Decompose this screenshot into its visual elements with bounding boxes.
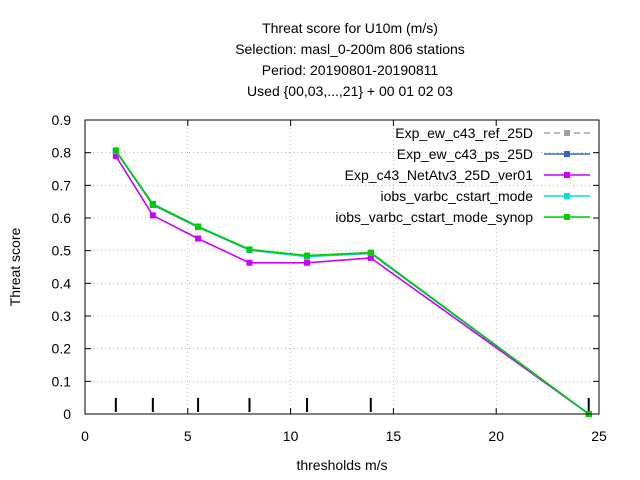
x-tick-label: 15 (386, 428, 402, 444)
data-point (149, 200, 156, 207)
title-line-1: Threat score for U10m (m/s) (262, 20, 438, 36)
y-axis-label: Threat score (7, 227, 23, 306)
data-point (246, 246, 253, 253)
y-tick-label: 0.7 (52, 177, 72, 193)
title-line-4: Used {00,03,...,21} + 00 01 02 03 (247, 83, 453, 99)
y-tick-label: 0.2 (52, 341, 72, 357)
data-point (367, 254, 374, 261)
data-series (112, 147, 592, 417)
legend-swatch-marker (564, 151, 570, 157)
title-line-3: Period: 20190801-20190811 (261, 62, 439, 78)
legend-swatch-marker (564, 214, 570, 220)
legend-label: Exp_ew_c43_ref_25D (395, 125, 533, 141)
plot-frame (84, 119, 600, 415)
legend-label: iobs_varbc_cstart_mode_synop (335, 209, 533, 225)
data-point (367, 249, 374, 256)
y-tick-label: 0.6 (52, 210, 72, 226)
data-point (304, 252, 311, 259)
x-tick-label: 25 (591, 428, 607, 444)
y-tick-label: 0.5 (52, 243, 72, 259)
axis-ticks: 0 5 10 15 20 25 0 0.1 0.2 0.3 0.4 0.5 0.6 0.7 0.8 0.9 (52, 112, 607, 444)
x-tick-label: 10 (283, 428, 299, 444)
x-tick-label: 5 (184, 428, 192, 444)
data-point (304, 259, 311, 266)
data-point (112, 152, 119, 159)
legend-label: iobs_varbc_cstart_mode (380, 188, 533, 204)
legend-label: Exp_ew_c43_ps_25D (397, 146, 533, 162)
data-point (112, 147, 119, 154)
y-tick-label: 0.8 (52, 145, 72, 161)
y-tick-label: 0 (63, 406, 71, 422)
y-tick-label: 0.3 (52, 308, 72, 324)
legend-swatch-marker (564, 193, 570, 199)
legend: Exp_ew_c43_ref_25D Exp_ew_c43_ps_25D Exp_c… (335, 125, 590, 225)
grid-lines (85, 120, 599, 414)
y-tick-label: 0.9 (52, 112, 72, 128)
title-line-2: Selection: masl_0-200m 806 stations (235, 41, 465, 57)
x-tick-label: 0 (81, 428, 89, 444)
legend-label: Exp_c43_NetAtv3_25D_ver01 (345, 167, 534, 183)
x-axis-label: thresholds m/s (296, 457, 387, 473)
data-point (195, 223, 202, 230)
threshold-markers (114, 398, 590, 412)
data-point (246, 259, 253, 266)
x-tick-label: 20 (488, 428, 504, 444)
legend-swatch-marker (564, 130, 570, 136)
data-point (149, 212, 156, 219)
data-point (195, 235, 202, 242)
legend-swatch-marker (564, 172, 570, 178)
y-tick-label: 0.4 (52, 275, 72, 291)
y-tick-label: 0.1 (52, 373, 72, 389)
